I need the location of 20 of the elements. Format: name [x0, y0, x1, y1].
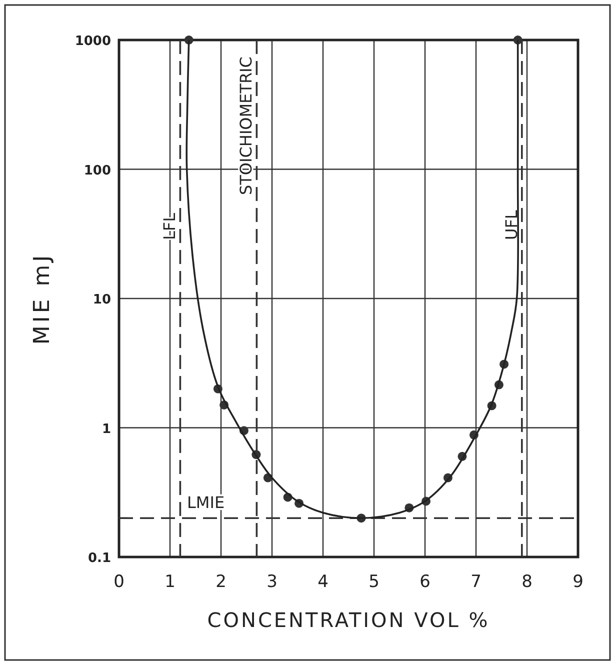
- x-tick-label: 6: [420, 572, 430, 592]
- y-tick-label: 100: [84, 163, 111, 178]
- x-tick-label: 0: [114, 572, 124, 592]
- x-axis-title: CONCENTRATION VOL %: [207, 608, 490, 632]
- y-tick-label: 10: [92, 292, 111, 308]
- y-tick-label: 0.1: [88, 551, 111, 566]
- x-tick-label: 5: [368, 572, 380, 592]
- ref-line-label: STOICHIOMETRIC: [236, 56, 256, 195]
- x-tick-label: 1: [164, 572, 176, 592]
- x-tick-label: 7: [470, 572, 482, 592]
- x-tick-label: 3: [266, 572, 278, 592]
- y-tick-label: 1: [102, 422, 111, 437]
- x-tick-label: 9: [572, 572, 584, 592]
- x-tick-label: 2: [216, 572, 226, 592]
- y-tick-label: 1000: [74, 34, 111, 49]
- y-axis-title: MIE mJ: [30, 252, 55, 345]
- ref-line-label: LFL: [160, 212, 180, 240]
- ref-line-label: UFL: [502, 210, 521, 240]
- x-tick-label: 8: [522, 572, 532, 592]
- x-tick-label: 4: [318, 572, 328, 592]
